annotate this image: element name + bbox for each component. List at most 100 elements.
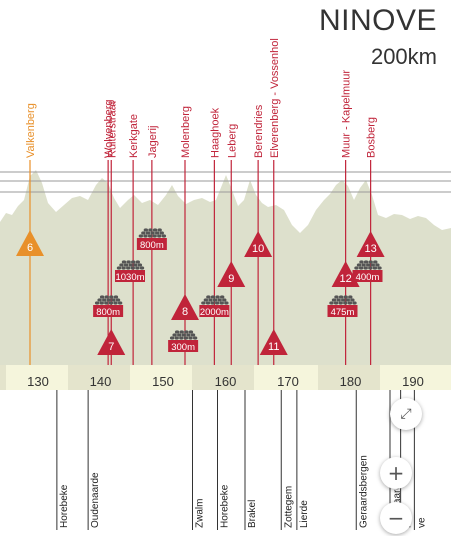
- axis-tick-label: 150: [152, 374, 174, 389]
- cobble-stone: [123, 263, 129, 267]
- cobble-length: 800m: [96, 307, 120, 318]
- cobble-stone: [373, 260, 378, 264]
- town-name: Zwalm: [195, 499, 206, 528]
- cobble-sector: 800m: [93, 295, 124, 318]
- climb-marker: 10: [244, 231, 273, 257]
- town-name: Lierde: [299, 500, 310, 528]
- cobble-stone: [343, 301, 348, 305]
- cobble-stone: [206, 295, 211, 299]
- cobble-stone: [139, 266, 145, 270]
- cobble-stone: [219, 295, 225, 299]
- cobble-stone: [188, 330, 194, 334]
- town-labels: Horebeke Oudenaarde Zwalm Horebeke Brakel Zot…: [59, 455, 428, 528]
- cobble-stone: [217, 298, 222, 302]
- cobble-stone: [343, 295, 348, 299]
- cobble-stone: [116, 266, 122, 270]
- cobble-stone: [109, 295, 114, 299]
- cobble-stone: [135, 266, 140, 270]
- cobble-stone: [174, 336, 179, 340]
- cobble-sector: 1030m: [115, 260, 145, 283]
- cobble-stone: [177, 333, 182, 337]
- cobble-stone: [208, 298, 213, 302]
- climb-name: Wolvenberg: [103, 100, 115, 159]
- zoom-in-button[interactable]: +: [380, 457, 412, 489]
- cobble-label-box: [115, 270, 145, 282]
- climb-marker: 7: [97, 329, 126, 355]
- climb-marker-number: 7: [108, 341, 114, 353]
- axis-dark-bands: [0, 365, 380, 390]
- cobble-stone: [210, 295, 216, 299]
- plus-icon: +: [387, 461, 405, 485]
- climb-marker-triangle: [97, 329, 126, 355]
- cobble-stone: [348, 295, 353, 299]
- cobble-stone: [141, 231, 146, 235]
- zoom-out-button[interactable]: −: [380, 502, 412, 534]
- axis-tick-label: 180: [340, 374, 362, 389]
- climb-name: Jagerij: [147, 126, 159, 158]
- climb-marker-number: 8: [182, 306, 188, 318]
- cobble-stone: [334, 295, 339, 299]
- cobble-stone: [356, 263, 362, 267]
- climb-marker-number: 11: [268, 341, 279, 353]
- climb-name: Muur - Kapelmuur: [341, 70, 353, 158]
- cobble-stone: [104, 295, 109, 299]
- cobble-stone: [131, 260, 136, 264]
- cobble-stone: [126, 266, 131, 270]
- climb-marker-triangle: [171, 294, 199, 320]
- cobble-stone: [222, 298, 227, 302]
- cobble-stone: [359, 260, 364, 264]
- cobble-stone: [128, 263, 133, 267]
- cobble-sector: 300m: [168, 330, 199, 353]
- cobble-stone: [104, 301, 109, 305]
- cobble-stone: [174, 330, 180, 334]
- cobble-length: 400m: [356, 272, 380, 283]
- climb-marker-triangle: [259, 329, 288, 355]
- cobble-length: 800m: [140, 240, 164, 251]
- climb-marker-triangle: [356, 231, 385, 257]
- cobble-stone: [212, 298, 218, 302]
- cobble-stone: [172, 333, 177, 337]
- axis-tick-label: 190: [402, 374, 424, 389]
- climb-name: Elverenberg - Vossenhol: [269, 38, 281, 158]
- cobble-stone: [126, 260, 131, 264]
- cobble-stone: [338, 295, 344, 299]
- cobble-stone: [154, 231, 160, 235]
- elevation-guides: [0, 171, 451, 193]
- cobble-stone: [352, 301, 357, 305]
- cobble-stone: [99, 301, 104, 305]
- town-name: Oudenaarde: [90, 472, 101, 528]
- town-name: Geraardsbergen: [358, 455, 369, 528]
- cobble-stone: [336, 298, 341, 302]
- axis-tick-label: 140: [90, 374, 112, 389]
- cobble-length: 2000m: [200, 307, 229, 318]
- cobble-stone: [331, 298, 337, 302]
- cobble-stone: [179, 330, 184, 334]
- cobble-stone: [113, 295, 119, 299]
- climb-name: Bosberg: [366, 117, 378, 158]
- cobble-label-box: [199, 305, 230, 317]
- cobble-stone: [148, 228, 153, 232]
- cobble-stone: [152, 234, 157, 238]
- cobble-sector: 2000m: [199, 295, 230, 318]
- cobble-stone: [143, 234, 148, 238]
- cobble-stone: [184, 330, 189, 334]
- axis-ticks: 130 140 150 160 170 180 190: [27, 374, 424, 389]
- town-name: Zottegem: [283, 486, 294, 528]
- cobble-sector: 400m: [352, 260, 383, 283]
- finish-town-title: NINOVE: [318, 4, 437, 37]
- cobble-stone: [130, 266, 135, 270]
- cobble-stone: [354, 266, 359, 270]
- cobble-stone: [363, 266, 368, 270]
- cobble-stone: [361, 263, 366, 267]
- climb-name: Kerkgate: [128, 114, 140, 158]
- cobble-stone: [368, 260, 373, 264]
- climb-marker-number: 12: [340, 273, 352, 285]
- climb-marker-triangle: [16, 230, 44, 256]
- climb-name: Valkenberg: [25, 103, 37, 158]
- axis-tick-label: 160: [215, 374, 237, 389]
- elevation-profile: [0, 170, 451, 365]
- cobble-stone: [372, 266, 378, 270]
- climb-name: Molenberg: [180, 106, 192, 158]
- fullscreen-button[interactable]: ⤢: [390, 398, 422, 430]
